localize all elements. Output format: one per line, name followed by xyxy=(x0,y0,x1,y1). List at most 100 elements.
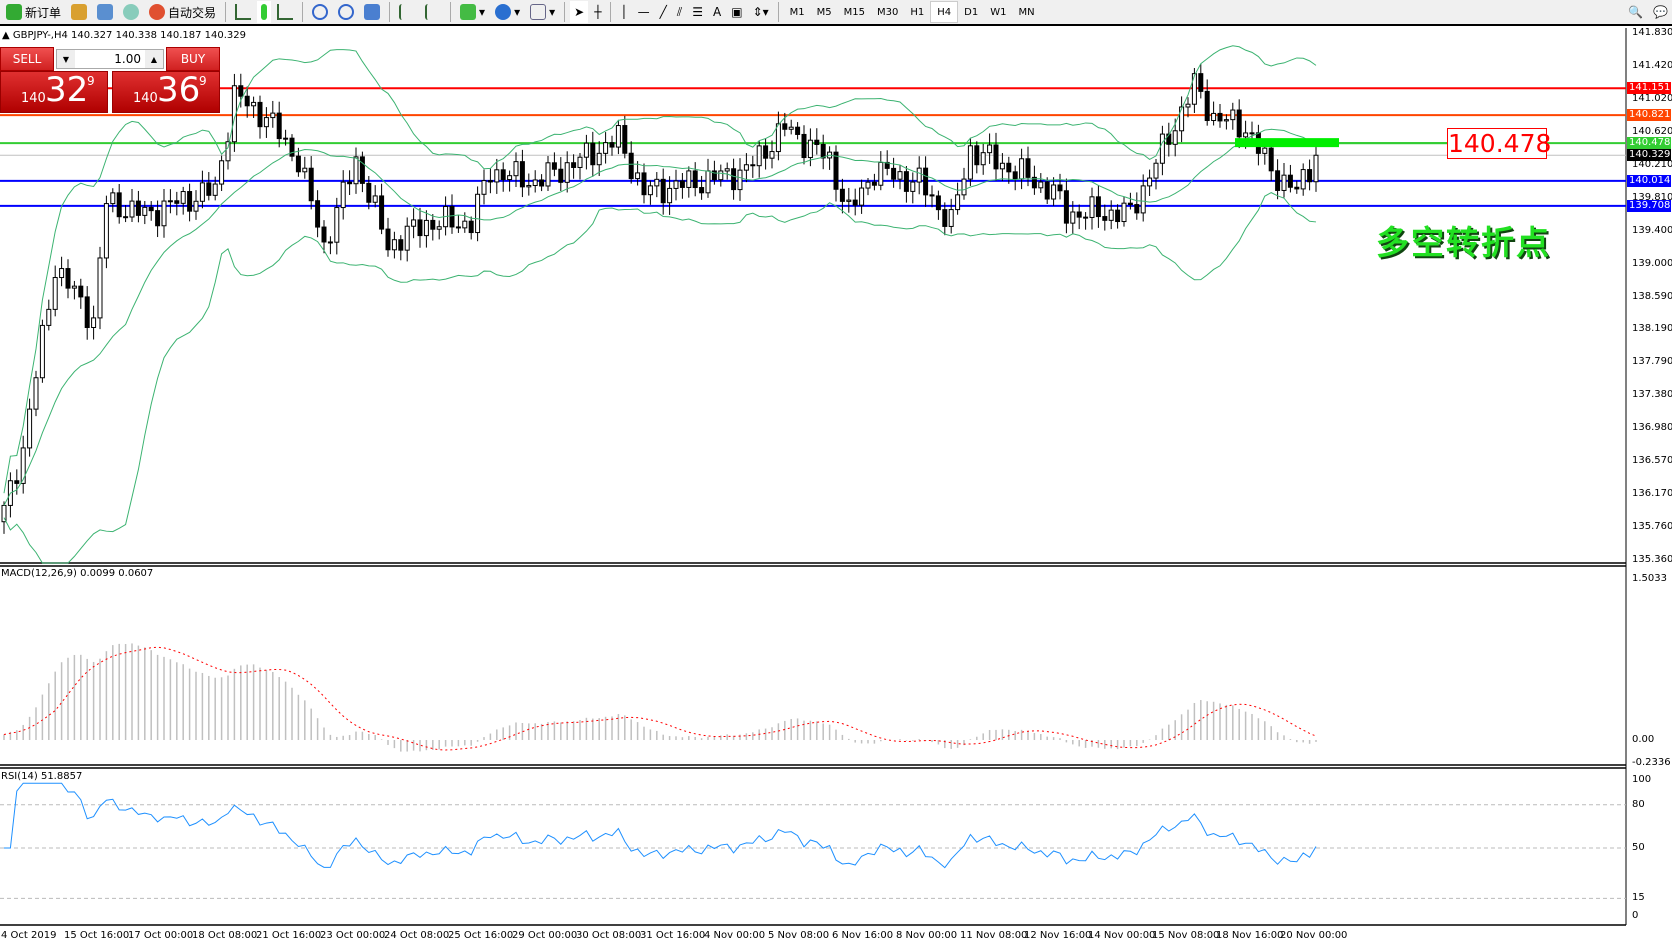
bearish-candle xyxy=(692,170,698,189)
bullish-candle xyxy=(654,178,660,187)
search-icon: 🔍 xyxy=(1628,5,1644,19)
divider xyxy=(225,2,227,22)
bullish-candle xyxy=(436,226,442,230)
time-tick: 18 Oct 08:00 xyxy=(192,930,258,941)
price-tick: 138.190 xyxy=(1632,323,1672,335)
chat-button[interactable]: 💬 xyxy=(1649,1,1672,23)
bullish-candle xyxy=(423,219,429,237)
lot-value[interactable]: 1.00 xyxy=(114,52,141,66)
bearish-candle xyxy=(750,164,756,167)
bar-chart-button[interactable] xyxy=(231,1,255,23)
timeframe-mn[interactable]: MN xyxy=(1018,6,1035,18)
lot-size-input[interactable]: ▼ 1.00 ▲ xyxy=(56,49,164,69)
lot-decrease-button[interactable]: ▼ xyxy=(57,50,75,68)
bearish-candle xyxy=(923,167,929,196)
bearish-candle xyxy=(884,161,890,169)
bullish-candle xyxy=(1313,154,1319,183)
price-tick: 141.420 xyxy=(1632,60,1672,72)
price-tick: 135.360 xyxy=(1632,554,1672,565)
bullish-candle xyxy=(27,408,33,449)
autoscroll-button[interactable] xyxy=(395,1,419,23)
templates-button[interactable]: ▾ xyxy=(526,1,559,23)
time-tick: 31 Oct 16:00 xyxy=(640,930,706,941)
time-tick: 29 Oct 00:00 xyxy=(512,930,578,941)
bearish-candle xyxy=(1095,196,1101,218)
navigator-button[interactable] xyxy=(93,1,117,23)
timeframe-m30[interactable]: M30 xyxy=(877,6,899,18)
bearish-candle xyxy=(782,123,788,130)
bearish-candle xyxy=(929,194,935,197)
bearish-candle xyxy=(1057,184,1063,192)
zoom-in-button[interactable] xyxy=(308,1,332,23)
buy-price[interactable]: 140 36 9 xyxy=(112,70,220,113)
search-button[interactable]: 🔍 xyxy=(1624,1,1647,23)
bullish-candle xyxy=(161,200,167,227)
timeframe-m5[interactable]: M5 xyxy=(816,6,832,18)
bearish-candle xyxy=(795,126,801,135)
bearish-candle xyxy=(315,200,321,228)
bullish-candle xyxy=(865,181,871,189)
zoom-out-button[interactable] xyxy=(334,1,358,23)
lot-increase-button[interactable]: ▲ xyxy=(145,50,163,68)
arrows-icon: ⇕▾ xyxy=(752,5,769,19)
timeframe-w1[interactable]: W1 xyxy=(990,6,1007,18)
sell-price-main: 32 xyxy=(45,70,89,110)
bullish-candle xyxy=(340,181,346,209)
time-tick: 6 Nov 16:00 xyxy=(832,930,894,941)
price-tick: 140.210 xyxy=(1632,158,1672,170)
equidistant-channel-button[interactable]: ⫽ xyxy=(673,1,686,23)
bearish-candle xyxy=(622,125,628,154)
symbol-info: ▲ GBPJPY-,H4 140.327 140.338 140.187 140… xyxy=(2,30,246,41)
bearish-candle xyxy=(500,169,506,181)
bearish-candle xyxy=(763,145,769,159)
trendline-button[interactable]: ╱ xyxy=(656,1,671,23)
cursor-button[interactable]: ➤ xyxy=(570,1,589,23)
timeframe-h4[interactable]: H4 xyxy=(930,1,959,23)
crosshair-button[interactable]: ┼ xyxy=(590,1,605,23)
indicators-button[interactable]: ▾ xyxy=(456,1,489,23)
arrows-button[interactable]: ⇕▾ xyxy=(749,1,773,23)
market-watch-button[interactable] xyxy=(67,1,91,23)
rsi-label: RSI(14) 51.8857 xyxy=(1,771,83,782)
text-button[interactable]: A xyxy=(709,1,725,23)
periods-icon xyxy=(495,4,512,20)
timeframe-d1[interactable]: D1 xyxy=(964,6,979,18)
bearish-candle xyxy=(238,85,244,97)
chart-shift-button[interactable] xyxy=(421,1,445,23)
fibonacci-button[interactable]: ☰ xyxy=(688,1,707,23)
vertical-line-button[interactable]: │ xyxy=(616,1,631,23)
price-tick: 141.020 xyxy=(1632,92,1672,104)
candlestick-button[interactable] xyxy=(257,1,272,23)
time-tick: 15 Oct 16:00 xyxy=(64,930,130,941)
divider xyxy=(777,2,779,22)
bearish-candle xyxy=(1006,162,1012,173)
horizontal-line-button[interactable]: — xyxy=(634,1,654,23)
periods-button[interactable]: ▾ xyxy=(491,1,524,23)
tile-windows-icon xyxy=(364,4,381,20)
timeframe-m15[interactable]: M15 xyxy=(843,6,866,18)
signals-button[interactable] xyxy=(119,1,143,23)
price-annotation-box[interactable]: 140.478 xyxy=(1447,128,1552,159)
timeframe-bar: M1 M5 M15 M30 H1 H4 D1 W1 MN xyxy=(784,1,1041,23)
bullish-candle xyxy=(1179,106,1185,132)
sell-price[interactable]: 140 32 9 xyxy=(0,70,108,113)
bearish-candle xyxy=(65,268,71,289)
tile-windows-button[interactable] xyxy=(360,1,384,23)
new-order-button[interactable]: 新订单 xyxy=(2,1,65,23)
line-chart-button[interactable] xyxy=(273,1,297,23)
timeframe-h1[interactable]: H1 xyxy=(910,6,925,18)
price-tick: 139.810 xyxy=(1632,191,1672,203)
zoom-out-icon xyxy=(338,4,355,20)
bearish-candle xyxy=(155,210,161,227)
sell-button[interactable]: SELL xyxy=(0,47,54,71)
timeframe-m1[interactable]: M1 xyxy=(789,6,805,18)
buy-button[interactable]: BUY xyxy=(166,47,220,71)
auto-trading-button[interactable]: 自动交易 xyxy=(145,1,220,23)
text-label-button[interactable]: ▣ xyxy=(727,1,746,23)
bullish-candle xyxy=(46,308,52,326)
bullish-candle xyxy=(718,170,724,181)
bullish-candle xyxy=(475,193,481,234)
turning-point-annotation[interactable]: 多空转折点 xyxy=(1376,223,1551,262)
bullish-candle xyxy=(807,139,813,159)
